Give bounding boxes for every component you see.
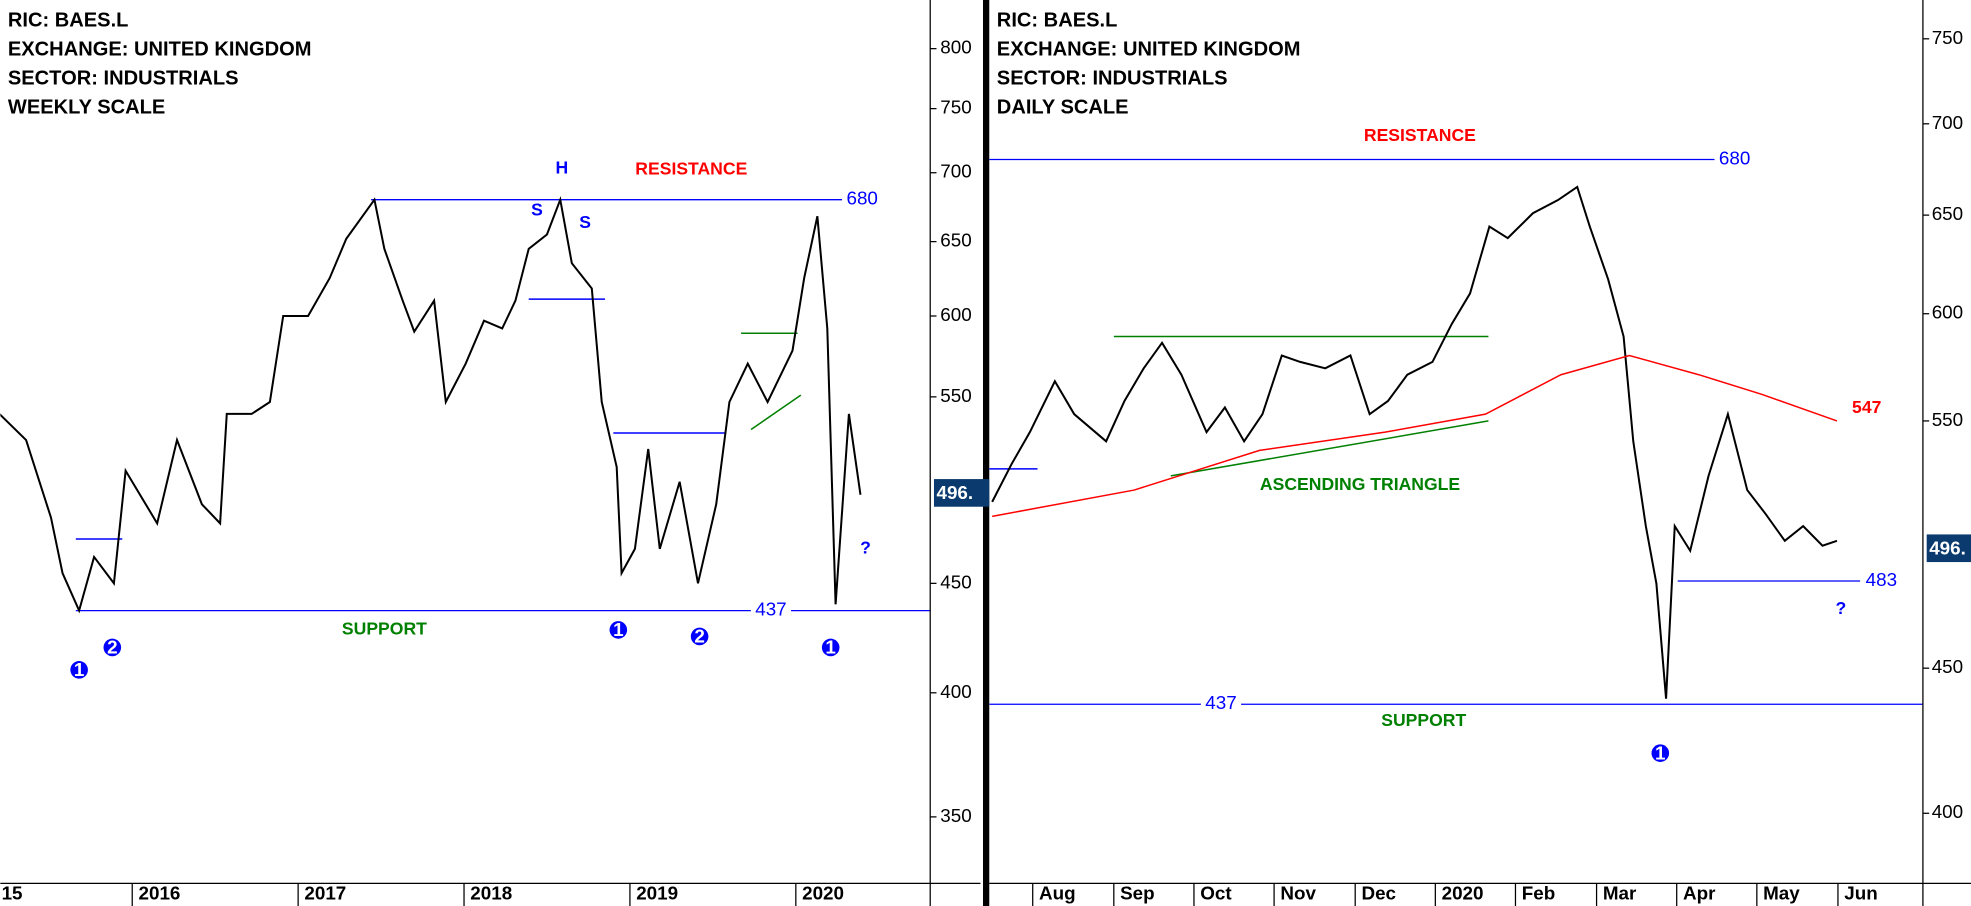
x-tick-label: Feb — [1522, 883, 1555, 904]
y-tick-label: 650 — [1932, 203, 1963, 224]
level-label: 680 — [846, 188, 877, 209]
level-label: 680 — [1719, 148, 1750, 169]
level-label-bg — [1200, 692, 1242, 716]
y-tick-label: 600 — [1932, 302, 1963, 323]
level-label-bg — [1861, 569, 1902, 593]
annotation: 1 — [613, 619, 623, 640]
y-tick-label: 700 — [940, 161, 971, 182]
annotation-marker — [609, 621, 628, 639]
header-line: DAILY SCALE — [997, 96, 1129, 118]
annotation: H — [556, 157, 569, 177]
panel: 680 437 RESISTANCE H S S SUPPORT? 1 2 1 2 1 — [0, 157, 931, 680]
last-price-label: 496. — [1929, 537, 1966, 558]
level-label: 437 — [1205, 692, 1236, 713]
annotation: 1 — [825, 637, 835, 658]
level-label-bg — [1714, 148, 1755, 171]
price-line — [992, 354, 1838, 518]
y-tick-label: 400 — [1932, 801, 1963, 822]
panel-divider — [982, 0, 990, 906]
x-tick-label: 2020 — [802, 883, 844, 904]
y-tick-label: 400 — [940, 681, 971, 702]
x-tick-label: Aug — [1039, 883, 1076, 904]
annotation: SUPPORT — [342, 619, 427, 639]
y-tick-label: 450 — [940, 571, 971, 592]
y-tick-label: 450 — [1932, 656, 1963, 677]
series-end-label: 547 — [1852, 397, 1881, 417]
annotation: 2 — [694, 626, 704, 647]
annotation: SUPPORT — [1381, 710, 1466, 730]
x-tick-label: Nov — [1280, 883, 1316, 904]
x-tick-label: Mar — [1603, 883, 1637, 904]
annotation-marker — [1651, 744, 1670, 762]
annotation: 1 — [74, 659, 84, 680]
x-tick-label: 2017 — [304, 883, 346, 904]
header-line: RIC: BAES.L — [997, 10, 1118, 32]
x-tick-label: Oct — [1200, 883, 1232, 904]
x-tick-label: 2016 — [139, 883, 181, 904]
y-tick-label: 600 — [940, 304, 971, 325]
annotation-marker — [103, 638, 122, 657]
annotation-marker — [690, 627, 709, 646]
x-tick-label: Jun — [1844, 883, 1877, 904]
annotation: ? — [860, 538, 871, 558]
level-label: 483 — [1866, 569, 1897, 590]
level-label-bg — [750, 599, 792, 622]
y-tick-label: 800 — [940, 37, 971, 58]
level-label-bg — [842, 188, 883, 211]
annotation: S — [579, 212, 591, 232]
last-price-box — [933, 479, 990, 507]
annotation: 2 — [107, 637, 117, 658]
annotation: ASCENDING TRIANGLE — [1260, 474, 1460, 494]
x-tick-label: Sep — [1120, 883, 1155, 904]
level-label: 437 — [755, 599, 786, 620]
price-line — [991, 185, 1838, 699]
y-tick-label: 750 — [1932, 27, 1963, 48]
annotation: RESISTANCE — [1364, 125, 1476, 145]
annotation: 1 — [1655, 742, 1665, 763]
last-price-box — [1926, 534, 1971, 563]
y-tick-label: 650 — [940, 230, 971, 251]
header-line: SECTOR: INDUSTRIALS — [8, 67, 239, 89]
pattern-line — [750, 394, 802, 431]
annotation: S — [531, 199, 543, 219]
x-tick-label: May — [1763, 883, 1800, 904]
price-line — [0, 195, 862, 614]
annotation: ? — [1835, 598, 1846, 618]
annotation: RESISTANCE — [635, 159, 747, 179]
header-line: EXCHANGE: UNITED KINGDOM — [997, 39, 1301, 61]
y-tick-label: 750 — [940, 97, 971, 118]
y-tick-label: 350 — [940, 805, 971, 826]
annotation-marker — [70, 661, 88, 679]
x-tick-label: 15 — [2, 883, 23, 904]
x-tick-label: 2018 — [470, 883, 512, 904]
header-line: RIC: BAES.L — [8, 10, 129, 32]
y-tick-label: 700 — [1932, 112, 1963, 133]
pattern-line — [1170, 420, 1489, 477]
x-tick-label: 2020 — [1442, 883, 1484, 904]
x-tick-label: Apr — [1683, 883, 1716, 904]
y-tick-label: 550 — [940, 385, 971, 406]
header-line: SECTOR: INDUSTRIALS — [997, 67, 1228, 89]
panel: 680 437 483 RESISTANCE SUPPORT ASCENDING TRIA… — [989, 125, 1923, 763]
header-line: EXCHANGE: UNITED KINGDOM — [8, 39, 312, 61]
x-tick-label: 2019 — [636, 883, 678, 904]
x-tick-label: Dec — [1361, 883, 1396, 904]
last-price-label: 496. — [936, 482, 973, 503]
y-tick-label: 550 — [1932, 409, 1963, 430]
annotation-marker — [821, 638, 840, 657]
header-line: WEEKLY SCALE — [8, 96, 165, 118]
